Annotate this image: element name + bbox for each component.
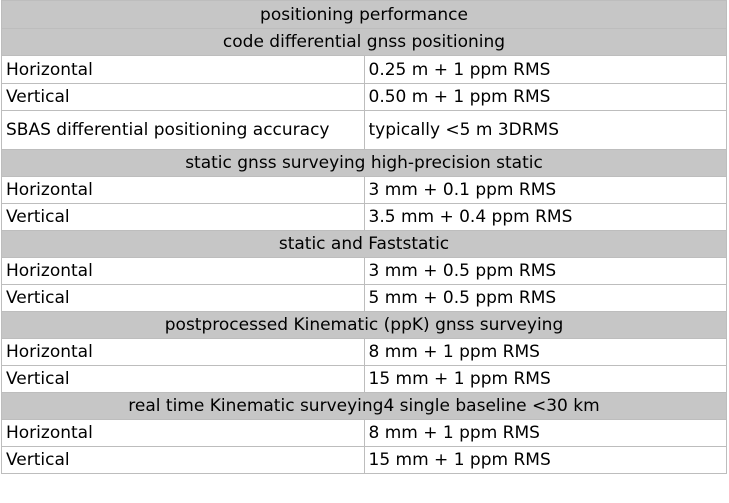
table-row: Vertical 15 mm + 1 ppm RMS (1, 365, 727, 393)
row-label: Horizontal (1, 419, 365, 447)
section-heading: real time Kinematic surveying4 single ba… (1, 392, 727, 420)
row-value: 3 mm + 0.1 ppm RMS (363, 176, 727, 204)
row-value: 0.25 m + 1 ppm RMS (363, 55, 727, 84)
section-heading: postprocessed Kinematic (ppK) gnss surve… (1, 311, 727, 339)
performance-table: positioning performance code differentia… (1, 0, 727, 474)
row-label: Vertical (1, 83, 365, 111)
section-heading-row: static and Faststatic (1, 230, 727, 258)
table-title-row: positioning performance (1, 0, 727, 29)
table-row: Vertical 3.5 mm + 0.4 ppm RMS (1, 203, 727, 231)
row-value: 3 mm + 0.5 ppm RMS (363, 257, 727, 285)
section-heading-row: real time Kinematic surveying4 single ba… (1, 392, 727, 420)
row-label: Vertical (1, 284, 365, 312)
table-row: SBAS differential positioning accuracy t… (1, 110, 727, 150)
row-value: typically <5 m 3DRMS (363, 110, 727, 150)
table-row: Vertical 15 mm + 1 ppm RMS (1, 446, 727, 474)
section-heading-row: code differential gnss positioning (1, 28, 727, 56)
row-label: Horizontal (1, 55, 365, 84)
table-row: Horizontal 8 mm + 1 ppm RMS (1, 338, 727, 366)
row-value: 0.50 m + 1 ppm RMS (363, 83, 727, 111)
row-label: Horizontal (1, 257, 365, 285)
section-heading: static gnss surveying high-precision sta… (1, 149, 727, 177)
row-label: Horizontal (1, 176, 365, 204)
row-value: 8 mm + 1 ppm RMS (363, 419, 727, 447)
table-row: Horizontal 3 mm + 0.5 ppm RMS (1, 257, 727, 285)
row-value: 8 mm + 1 ppm RMS (363, 338, 727, 366)
row-value: 3.5 mm + 0.4 ppm RMS (363, 203, 727, 231)
section-heading-row: static gnss surveying high-precision sta… (1, 149, 727, 177)
section-heading-row: postprocessed Kinematic (ppK) gnss surve… (1, 311, 727, 339)
table-title: positioning performance (1, 0, 727, 29)
table-row: Vertical 5 mm + 0.5 ppm RMS (1, 284, 727, 312)
table-row: Horizontal 3 mm + 0.1 ppm RMS (1, 176, 727, 204)
section-heading: code differential gnss positioning (1, 28, 727, 56)
table-row: Vertical 0.50 m + 1 ppm RMS (1, 83, 727, 111)
row-label: Horizontal (1, 338, 365, 366)
row-value: 15 mm + 1 ppm RMS (363, 365, 727, 393)
table-row: Horizontal 0.25 m + 1 ppm RMS (1, 55, 727, 84)
row-label: Vertical (1, 446, 365, 474)
section-heading: static and Faststatic (1, 230, 727, 258)
row-value: 5 mm + 0.5 ppm RMS (363, 284, 727, 312)
table-row: Horizontal 8 mm + 1 ppm RMS (1, 419, 727, 447)
row-label: Vertical (1, 365, 365, 393)
row-value: 15 mm + 1 ppm RMS (363, 446, 727, 474)
row-label: Vertical (1, 203, 365, 231)
row-label: SBAS differential positioning accuracy (1, 110, 365, 150)
